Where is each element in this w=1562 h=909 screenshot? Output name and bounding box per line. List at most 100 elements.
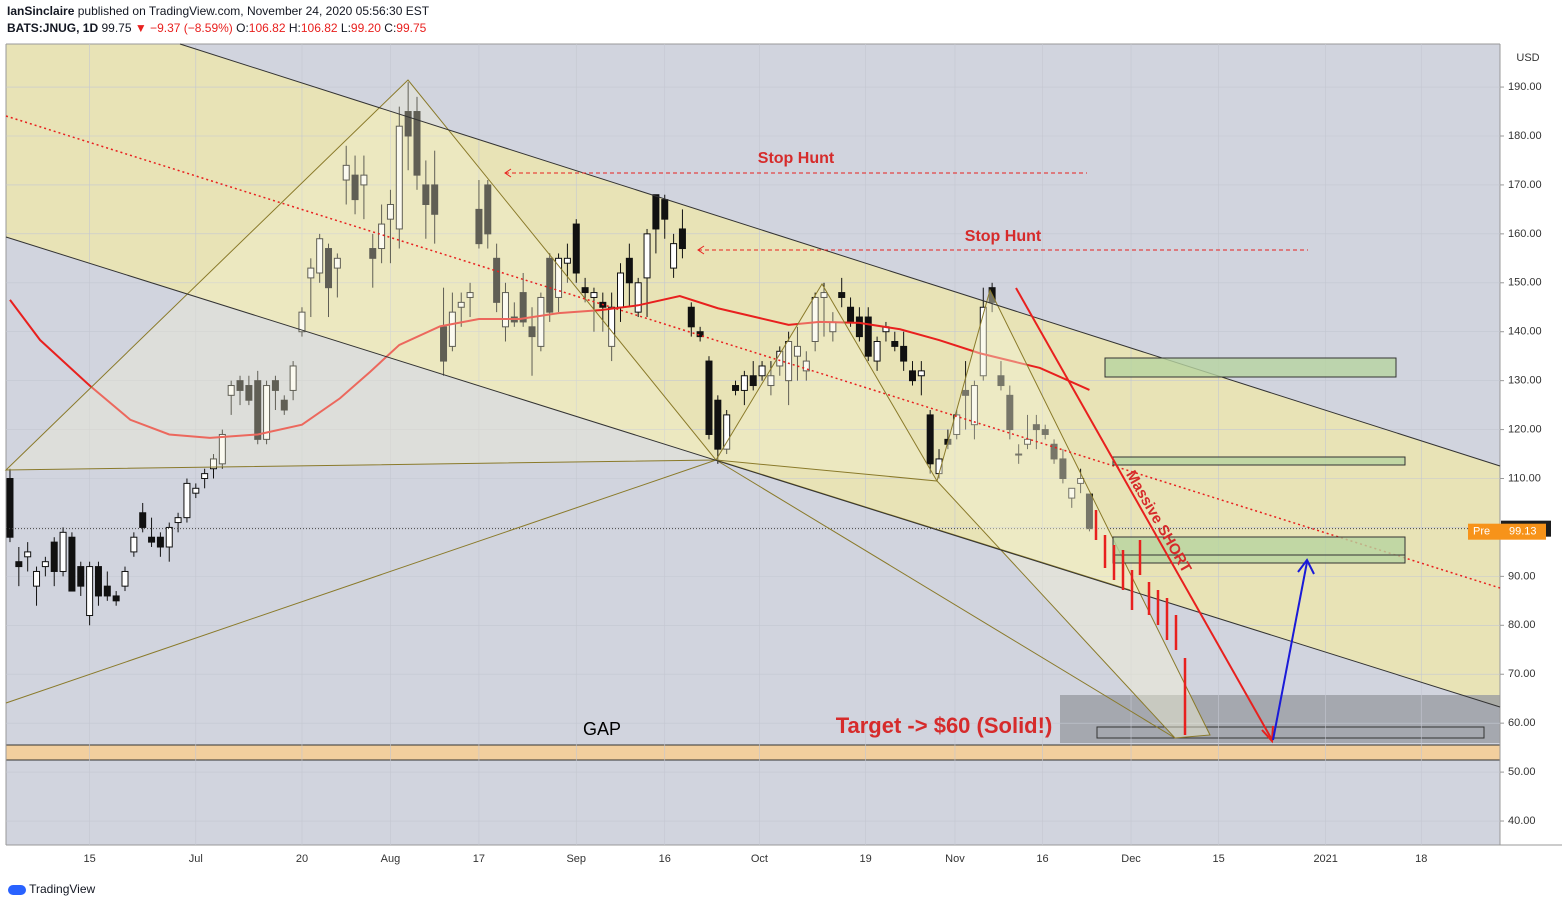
candle-body bbox=[696, 331, 704, 338]
candle-body bbox=[670, 243, 678, 269]
x-tick-label: Dec bbox=[1121, 853, 1141, 865]
candle-body bbox=[1077, 478, 1085, 484]
pattern-leg bbox=[715, 283, 938, 482]
target-box bbox=[1096, 726, 1485, 739]
candle-body bbox=[732, 385, 740, 391]
candle-body bbox=[209, 458, 217, 470]
candle-body bbox=[156, 536, 164, 548]
symbol-line: BATS:JNUG, 1D 99.75 ▼ −9.37 (−8.59%) O:1… bbox=[7, 21, 426, 35]
candle-body bbox=[723, 414, 731, 450]
annotation: GAP bbox=[583, 719, 621, 739]
candle-body bbox=[1068, 487, 1076, 499]
candle-body bbox=[484, 184, 492, 235]
candle-body bbox=[714, 399, 722, 450]
candle-body bbox=[263, 385, 271, 440]
candle-body bbox=[501, 292, 509, 328]
x-tick-label: 16 bbox=[659, 853, 671, 865]
channel-mid bbox=[5, 115, 1501, 589]
candle-body bbox=[581, 287, 589, 294]
o: 106.82 bbox=[248, 21, 286, 35]
candle-body bbox=[77, 566, 85, 587]
zone bbox=[1112, 456, 1406, 466]
candle-body bbox=[900, 345, 908, 362]
candle-body bbox=[758, 365, 766, 377]
annotation: Target -> $60 (Solid!) bbox=[836, 713, 1053, 738]
candle-body bbox=[227, 385, 235, 396]
candle-body bbox=[94, 566, 102, 597]
logo bbox=[8, 884, 26, 895]
zone bbox=[1112, 536, 1406, 564]
o-label: O: bbox=[236, 21, 249, 35]
x-tick-label: Jul bbox=[189, 853, 203, 865]
y-tick-label: 190.00 bbox=[1508, 81, 1542, 93]
arrow-head bbox=[697, 245, 705, 255]
arrow-head bbox=[504, 168, 512, 178]
y-tick-label: 110.00 bbox=[1508, 472, 1541, 484]
y-tick-label: 90.00 bbox=[1508, 570, 1536, 582]
candle-body bbox=[103, 585, 111, 597]
candle-body bbox=[572, 223, 580, 274]
candle-body bbox=[289, 365, 297, 391]
candle-body bbox=[493, 257, 501, 303]
y-tick-label: 130.00 bbox=[1508, 375, 1542, 387]
candles bbox=[6, 44, 1500, 845]
candle-body bbox=[68, 536, 76, 592]
zone bbox=[1104, 357, 1397, 378]
candle-body bbox=[767, 375, 775, 387]
y-tick-label: 180.00 bbox=[1508, 130, 1542, 142]
candle-body bbox=[130, 536, 138, 553]
candle-body bbox=[652, 194, 660, 230]
candle-body bbox=[1032, 424, 1040, 431]
candle-body bbox=[466, 292, 474, 298]
c-label: C: bbox=[384, 21, 397, 35]
candle-body bbox=[218, 433, 226, 465]
y-tick-label: 170.00 bbox=[1508, 179, 1542, 191]
candle-body bbox=[422, 184, 430, 205]
candle-body bbox=[245, 385, 253, 401]
candle-body bbox=[24, 551, 32, 558]
author: IanSinclaire bbox=[7, 4, 75, 18]
rebound-arrow bbox=[1272, 561, 1308, 741]
chart: Stop Hunt Stop Hunt Massive SHORT GAP Ta… bbox=[4, 43, 1562, 865]
candle-body bbox=[448, 311, 456, 347]
candle-body bbox=[1006, 394, 1014, 431]
candle-body bbox=[970, 385, 978, 426]
trend-line bbox=[715, 459, 1176, 739]
candle-body bbox=[908, 370, 916, 382]
candle-body bbox=[546, 257, 554, 313]
candle-body bbox=[112, 595, 120, 602]
candle-body bbox=[440, 326, 448, 362]
candle-body bbox=[395, 125, 403, 230]
published: published on TradingView.com, November 2… bbox=[77, 4, 430, 18]
gap-band bbox=[5, 744, 1501, 761]
candle-body bbox=[298, 311, 306, 333]
x-tick-label: 15 bbox=[83, 853, 95, 865]
change: ▼ −9.37 (−8.59%) bbox=[134, 21, 233, 35]
candle-body bbox=[165, 526, 173, 548]
c: 99.75 bbox=[396, 21, 427, 35]
l: 99.20 bbox=[350, 21, 381, 35]
candle-body bbox=[236, 380, 244, 391]
candle-body bbox=[855, 316, 863, 338]
annotation: Stop Hunt bbox=[758, 150, 835, 167]
candle-body bbox=[917, 370, 925, 377]
arrow-head bbox=[1261, 725, 1274, 744]
candle-body bbox=[280, 399, 288, 411]
annotation: Stop Hunt bbox=[965, 228, 1042, 245]
candle-body bbox=[254, 380, 262, 440]
candle-body bbox=[333, 257, 341, 269]
candle-body bbox=[590, 292, 598, 298]
candle-body bbox=[749, 375, 757, 387]
candle-body bbox=[555, 257, 563, 298]
candle-body bbox=[563, 257, 571, 264]
candle-body bbox=[6, 478, 14, 538]
candle-body bbox=[891, 341, 899, 347]
x-tick-label: Oct bbox=[751, 853, 768, 865]
candle-body bbox=[687, 306, 695, 328]
candle-body bbox=[705, 360, 713, 435]
pattern-leg bbox=[936, 288, 1211, 739]
pre-name: Pre bbox=[1473, 526, 1490, 538]
candle-body bbox=[625, 257, 633, 284]
channel-upper bbox=[179, 43, 1501, 467]
